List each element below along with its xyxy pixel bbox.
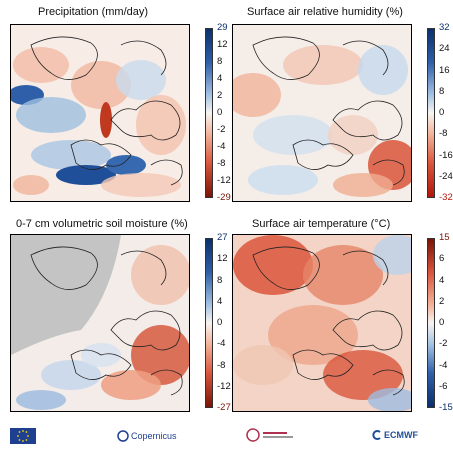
colorbar-tick-label: 8 [217,56,223,67]
temperature-colorbar [427,238,435,408]
colorbar-tick-label: 2 [217,90,223,101]
colorbar-tick-label: -2 [439,338,448,350]
colorbar-tick-label: 29 [217,22,228,33]
climate-service-text-lines [263,432,293,438]
colorbar-tick-label: -29 [217,192,231,203]
humidity-colorbar [427,28,435,198]
colorbar-tick-label: 0 [439,317,445,328]
colorbar-tick-label: 4 [439,274,445,286]
eu-stars-icon [17,430,29,442]
colorbar-tick-label: 8 [439,85,445,97]
colorbar-tick-label: 16 [439,64,450,76]
colorbar-tick-label: 24 [439,43,450,55]
temperature-map [232,234,412,412]
humidity-title: Surface air relative humidity (%) [247,6,403,18]
colorbar-tick-label: 0 [439,107,445,118]
temperature-title: Surface air temperature (°C) [252,218,391,230]
colorbar-tick-label: -16 [439,149,453,161]
soil-moisture-anomaly-field [11,235,189,411]
temperature-anomaly-field [233,235,411,411]
colorbar-tick-label: -8 [217,158,226,169]
copernicus-logo: Copernicus [117,430,177,442]
colorbar-tick-label: 0 [217,107,223,118]
soil-moisture-title: 0-7 cm volumetric soil moisture (%) [16,218,188,230]
colorbar-tick-label: -4 [439,359,448,371]
colorbar-tick-label: 6 [439,253,445,265]
colorbar-tick-label: 12 [217,253,228,265]
precipitation-colorbar [205,28,213,198]
colorbar-tick-label: 0 [217,317,223,328]
colorbar-tick-label: 4 [217,295,223,307]
colorbar-tick-label: 2 [439,295,445,307]
colorbar-tick-label: -2 [217,124,226,135]
eu-flag-logo [10,428,36,444]
colorbar-tick-label: -12 [217,380,231,392]
precipitation-title: Precipitation (mm/day) [38,6,149,18]
copernicus-label: Copernicus [131,431,177,441]
ecmwf-label: ECMWF [384,430,418,440]
colorbar-tick-label: 8 [217,274,223,286]
soil-moisture-map [10,234,190,412]
colorbar-tick-label: 32 [439,22,450,33]
colorbar-tick-label: 4 [217,73,223,84]
colorbar-tick-label: 15 [439,232,450,243]
colorbar-tick-label: -4 [217,338,226,350]
climate-change-service-logo [246,428,293,442]
soil-moisture-colorbar [205,238,213,408]
ecmwf-icon [372,430,381,440]
copernicus-icon [117,430,129,442]
colorbar-tick-label: -6 [439,380,448,392]
humidity-anomaly-field [233,25,411,201]
colorbar-tick-label: -27 [217,402,231,413]
colorbar-tick-label: -4 [217,141,226,152]
humidity-map [232,24,412,202]
ecmwf-logo: ECMWF [372,430,418,440]
colorbar-tick-label: -8 [217,359,226,371]
colorbar-tick-label: -32 [439,192,453,203]
precipitation-map [10,24,190,202]
colorbar-tick-label: -12 [217,175,231,186]
colorbar-tick-label: -15 [439,402,453,413]
colorbar-tick-label: -24 [439,170,453,182]
colorbar-tick-label: 12 [217,39,228,50]
colorbar-tick-label: -8 [439,128,448,140]
climate-service-icon [246,428,260,442]
colorbar-tick-label: 27 [217,232,228,243]
precipitation-anomaly-field [11,25,189,201]
